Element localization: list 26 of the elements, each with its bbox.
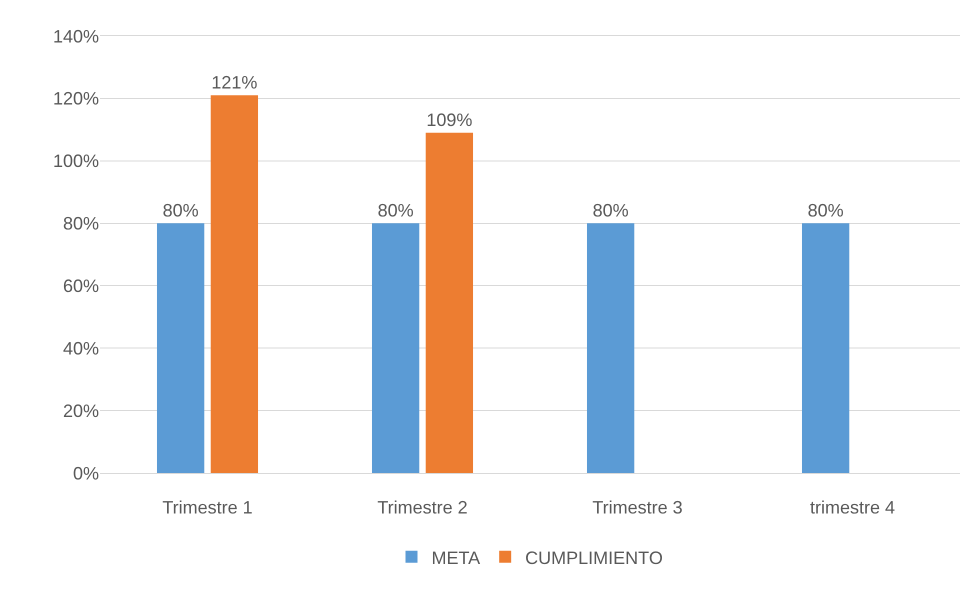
legend-label: META [432, 548, 480, 568]
bar [372, 223, 420, 473]
y-tick-label: 60% [62, 276, 99, 296]
bar [426, 132, 474, 473]
x-tick-label: Trimestre 2 [377, 498, 468, 518]
bar [210, 95, 258, 473]
data-label: 80% [378, 200, 414, 220]
y-tick-label: 140% [52, 26, 99, 46]
x-tick-label: Trimestre 1 [162, 498, 253, 518]
data-label: 80% [808, 200, 844, 220]
bar [156, 223, 204, 473]
x-tick-label: Trimestre 3 [592, 498, 683, 518]
y-tick-label: 80% [62, 214, 99, 234]
y-tick-label: 120% [52, 88, 99, 109]
bar [802, 223, 850, 473]
y-tick-label: 20% [62, 400, 99, 421]
data-label: 121% [211, 72, 258, 92]
bar [586, 223, 634, 473]
y-tick-label: 40% [62, 338, 99, 358]
y-tick-label: 0% [72, 463, 99, 484]
y-tick-label: 100% [52, 151, 99, 172]
data-label: 80% [592, 200, 629, 220]
data-label: 109% [426, 110, 472, 130]
legend-label: CUMPLIMIENTO [525, 548, 663, 568]
data-label: 80% [162, 200, 199, 220]
x-tick-label: trimestre 4 [810, 498, 896, 518]
